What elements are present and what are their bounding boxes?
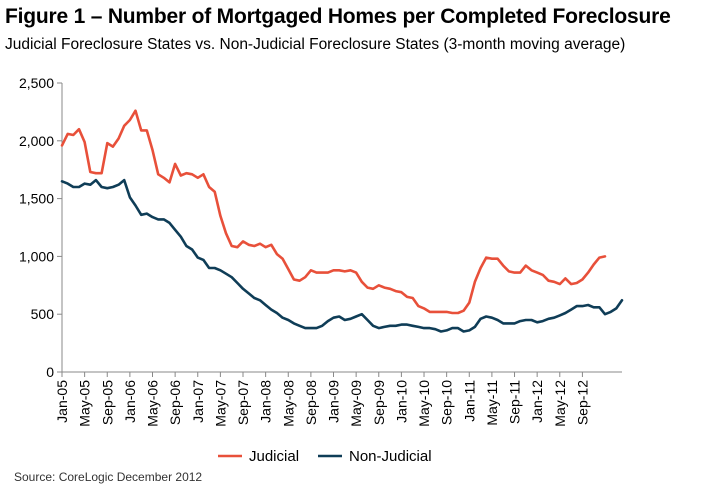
y-tick-label: 1,500 <box>19 191 54 207</box>
x-tick-label: May-07 <box>212 380 228 427</box>
series-line-non-judicial <box>60 178 624 333</box>
x-tick-label: May-12 <box>552 380 568 427</box>
chart-title: Figure 1 – Number of Mortgaged Homes per… <box>5 5 671 28</box>
x-tick-label: Sep-07 <box>235 380 251 425</box>
y-tick-label: 2,500 <box>19 75 54 91</box>
x-tick-label: May-11 <box>484 380 500 426</box>
x-tick-label: Jan-06 <box>122 380 138 423</box>
y-tick-label: 500 <box>31 306 55 322</box>
x-tick-label: Jan-07 <box>190 380 206 423</box>
legend-label-non-judicial: Non-Judicial <box>349 448 432 465</box>
x-tick-label: Sep-10 <box>439 380 455 425</box>
x-tick-label: Sep-08 <box>303 380 319 425</box>
y-tick-label: 2,000 <box>19 133 54 149</box>
x-tick-label: Jan-10 <box>393 380 409 423</box>
x-tick-label: May-05 <box>77 380 93 427</box>
x-tick-label: Jan-05 <box>54 380 70 423</box>
chart-subtitle: Judicial Foreclosure States vs. Non-Judi… <box>5 36 626 53</box>
source-note: Source: CoreLogic December 2012 <box>14 470 203 484</box>
x-tick-label: Jan-08 <box>258 380 274 423</box>
x-tick-label: Sep-09 <box>371 380 387 425</box>
series-line-judicial <box>60 109 607 315</box>
x-tick-label: May-09 <box>348 380 364 427</box>
x-tick-label: Sep-12 <box>574 380 590 425</box>
x-tick-label: Sep-05 <box>99 380 115 425</box>
x-tick-label: May-06 <box>145 380 161 427</box>
y-tick-label: 0 <box>46 364 54 380</box>
x-tick-label: May-08 <box>280 380 296 427</box>
x-tick-label: Jan-11 <box>461 380 477 422</box>
x-tick-label: May-10 <box>416 380 432 427</box>
x-tick-label: Sep-11 <box>507 380 523 424</box>
x-tick-label: Jan-12 <box>529 380 545 423</box>
legend-label-judicial: Judicial <box>249 448 299 465</box>
y-tick-label: 1,000 <box>19 248 54 264</box>
x-tick-label: Sep-06 <box>167 380 183 425</box>
x-tick-label: Jan-09 <box>326 380 342 423</box>
